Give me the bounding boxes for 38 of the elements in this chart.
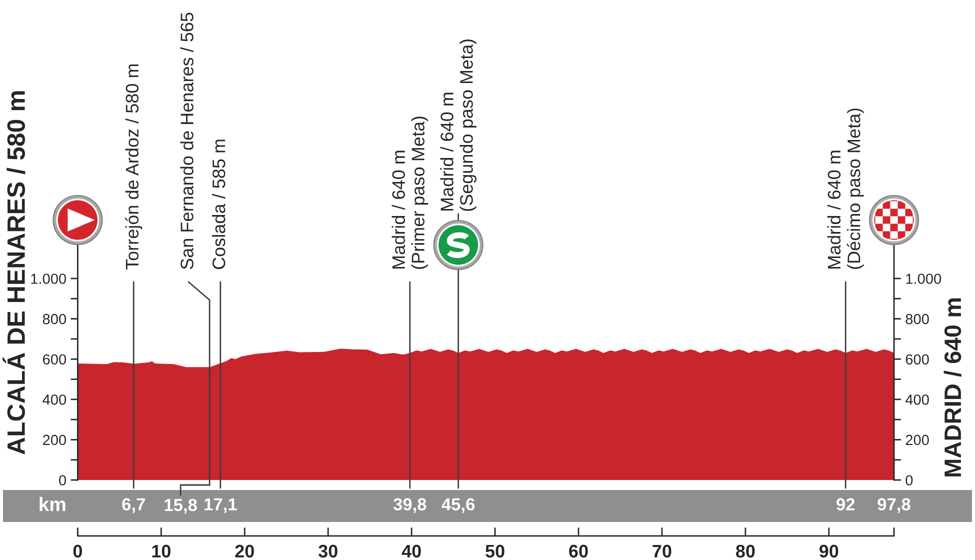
- ref-line-label: San Fernando de Henares / 565: [180, 12, 194, 270]
- x-tick-label: 0: [73, 544, 82, 558]
- x2-axis-title: km: [40, 496, 66, 512]
- y2-tick-label: 1.000: [906, 274, 942, 284]
- y-tick-label: 0: [59, 475, 66, 486]
- y-axis-title: ALCALÁ DE HENARES / 580 m: [2, 91, 26, 454]
- y2-tick-label: 200: [906, 434, 929, 446]
- ref-line-label: Madrid / 640 m (Segundo paso Meta): [440, 39, 476, 211]
- y2-tick-label: 600: [906, 354, 929, 365]
- y-tick-label: 400: [42, 394, 66, 405]
- x2-tick-label: 39,8: [393, 498, 426, 513]
- x2-tick-label: 45,6: [442, 498, 475, 513]
- y-tick-label: 600: [43, 354, 66, 365]
- x-tick-label: 30: [318, 544, 338, 558]
- ref-line-label: Madrid / 640 m (Décimo paso Meta): [827, 108, 864, 269]
- y-tick-label: 200: [42, 434, 66, 446]
- x2-tick-label: 92: [836, 498, 855, 510]
- x-tick-label: 10: [152, 544, 170, 558]
- x2-tick-label: 6,7: [122, 498, 145, 513]
- y2-tick-label: 0: [906, 475, 913, 486]
- ref-line-label: Coslada / 585 m: [212, 140, 226, 270]
- x2-tick-label: 17,1: [204, 498, 237, 513]
- ref-line-label: Torrejón de Ardoz / 580 m: [125, 64, 142, 270]
- ref-line-label: Madrid / 640 m (Primer paso Meta): [392, 116, 428, 269]
- y2-tick-label: 400: [905, 394, 929, 405]
- x-tick-label: 80: [736, 544, 755, 558]
- x-tick-label: 20: [235, 544, 254, 558]
- x-tick-label: 60: [569, 544, 588, 558]
- x-tick-label: 40: [402, 544, 421, 558]
- y-tick-label: 1.000: [31, 274, 66, 284]
- x2-tick-label: 97,8: [878, 498, 910, 513]
- annotation: 15,8: [164, 498, 197, 514]
- x-tick-label: 50: [486, 544, 504, 558]
- y-tick-label: 800: [42, 314, 66, 324]
- x-tick-label: 90: [819, 544, 838, 558]
- y2-axis-title: MADRID / 640 m: [944, 298, 962, 476]
- y2-tick-label: 800: [906, 314, 929, 324]
- x-tick-label: 70: [652, 544, 672, 558]
